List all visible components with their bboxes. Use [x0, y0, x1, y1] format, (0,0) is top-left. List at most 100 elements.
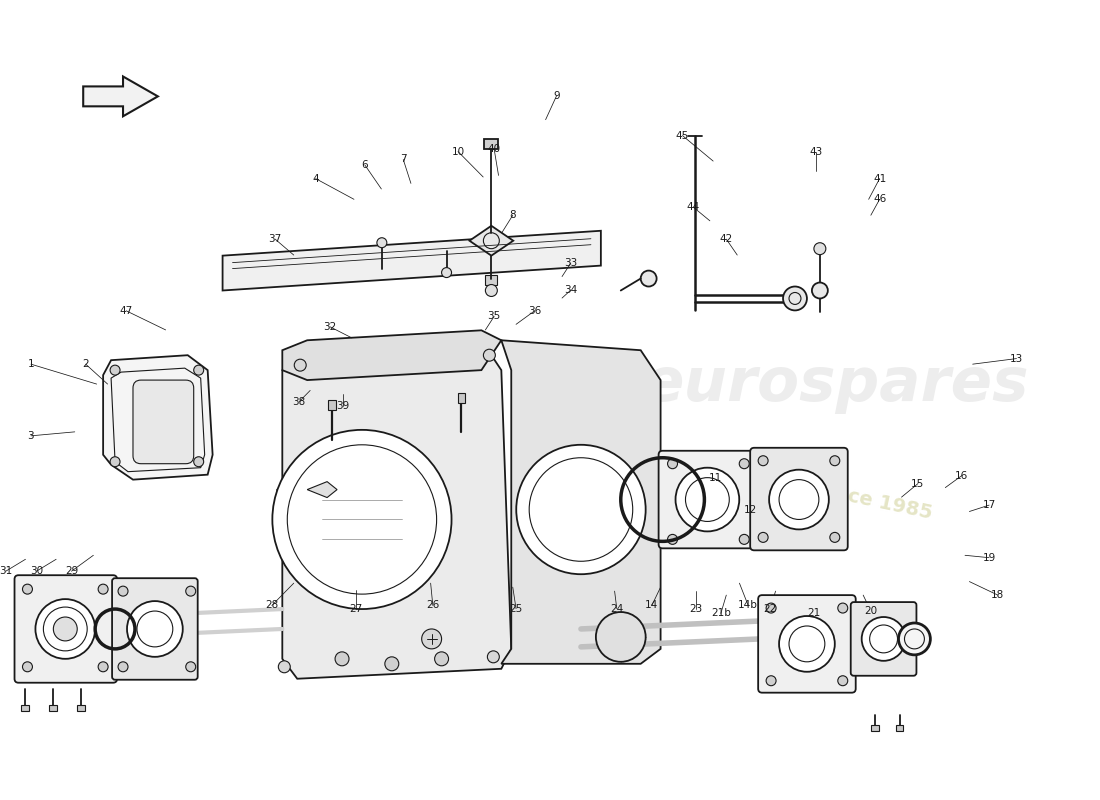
Text: 24: 24 [610, 604, 624, 614]
Bar [485, 274, 497, 285]
Circle shape [675, 468, 739, 531]
Text: 20: 20 [865, 606, 878, 616]
Circle shape [668, 534, 678, 544]
Circle shape [739, 534, 749, 544]
Circle shape [739, 458, 749, 469]
Text: 37: 37 [268, 234, 282, 244]
Polygon shape [283, 340, 512, 678]
Text: 14b: 14b [738, 601, 758, 610]
Polygon shape [283, 330, 502, 380]
Text: 13: 13 [1010, 354, 1023, 363]
Text: 26: 26 [426, 601, 440, 610]
Text: 2: 2 [82, 359, 89, 369]
Bar [22, 705, 30, 710]
Polygon shape [502, 340, 661, 664]
Text: 11: 11 [708, 473, 722, 483]
Text: 38: 38 [293, 397, 306, 406]
Circle shape [53, 617, 77, 641]
Text: 21: 21 [807, 609, 821, 618]
Text: 15: 15 [911, 478, 925, 489]
Circle shape [186, 662, 196, 672]
Circle shape [336, 652, 349, 666]
Circle shape [194, 457, 204, 466]
Circle shape [126, 601, 183, 657]
Circle shape [377, 238, 387, 248]
Circle shape [35, 599, 96, 659]
Circle shape [838, 676, 848, 686]
Circle shape [766, 676, 777, 686]
Circle shape [838, 603, 848, 613]
Circle shape [758, 456, 768, 466]
Polygon shape [307, 482, 337, 498]
Circle shape [861, 617, 905, 661]
Text: 47: 47 [120, 306, 133, 316]
Text: 3: 3 [28, 431, 34, 441]
Text: a passion for parts since 1985: a passion for parts since 1985 [606, 436, 934, 523]
Circle shape [22, 584, 32, 594]
Circle shape [186, 586, 196, 596]
Text: 45: 45 [675, 130, 689, 141]
Bar [895, 725, 903, 730]
Text: 29: 29 [65, 566, 78, 576]
Circle shape [98, 662, 108, 672]
Polygon shape [470, 226, 514, 256]
Circle shape [829, 533, 839, 542]
FancyBboxPatch shape [758, 595, 856, 693]
Circle shape [596, 612, 646, 662]
FancyBboxPatch shape [14, 575, 117, 682]
Polygon shape [103, 355, 212, 480]
Circle shape [783, 286, 807, 310]
Text: 35: 35 [487, 311, 500, 322]
Circle shape [118, 662, 128, 672]
Text: 23: 23 [689, 604, 702, 614]
Circle shape [421, 629, 441, 649]
Text: 19: 19 [982, 553, 996, 562]
Text: 34: 34 [564, 285, 578, 295]
Circle shape [516, 445, 646, 574]
Circle shape [829, 456, 839, 466]
Bar [870, 725, 879, 730]
Text: 46: 46 [873, 194, 887, 204]
Circle shape [278, 661, 290, 673]
Text: 42: 42 [719, 234, 733, 244]
Polygon shape [222, 230, 601, 290]
Text: 6: 6 [362, 160, 369, 170]
Circle shape [434, 652, 449, 666]
FancyBboxPatch shape [133, 380, 194, 464]
Circle shape [899, 623, 931, 655]
Text: 1: 1 [28, 359, 34, 369]
FancyBboxPatch shape [659, 450, 756, 548]
FancyBboxPatch shape [850, 602, 916, 676]
Bar [328, 400, 337, 410]
Text: 32: 32 [323, 322, 337, 332]
Circle shape [194, 365, 204, 375]
Text: 16: 16 [955, 470, 968, 481]
Circle shape [769, 470, 828, 530]
Text: 9: 9 [553, 90, 560, 101]
Circle shape [110, 365, 120, 375]
Circle shape [779, 616, 835, 672]
FancyBboxPatch shape [750, 448, 848, 550]
Bar [77, 705, 85, 710]
Text: 28: 28 [265, 601, 278, 610]
Text: 33: 33 [564, 258, 578, 268]
Circle shape [22, 662, 32, 672]
Bar [484, 139, 498, 149]
Bar [458, 393, 465, 403]
Text: 14: 14 [646, 601, 659, 610]
Circle shape [98, 584, 108, 594]
Circle shape [487, 651, 499, 663]
Bar [50, 705, 57, 710]
Text: 43: 43 [810, 146, 823, 157]
Circle shape [814, 242, 826, 254]
Text: 17: 17 [982, 500, 996, 510]
Text: 4: 4 [312, 174, 319, 184]
Circle shape [485, 285, 497, 297]
Circle shape [385, 657, 399, 670]
Text: eurospares: eurospares [642, 354, 1030, 414]
Text: 7: 7 [400, 154, 407, 165]
Text: 36: 36 [528, 306, 541, 316]
Polygon shape [84, 77, 158, 116]
FancyBboxPatch shape [112, 578, 198, 680]
Circle shape [295, 359, 306, 371]
